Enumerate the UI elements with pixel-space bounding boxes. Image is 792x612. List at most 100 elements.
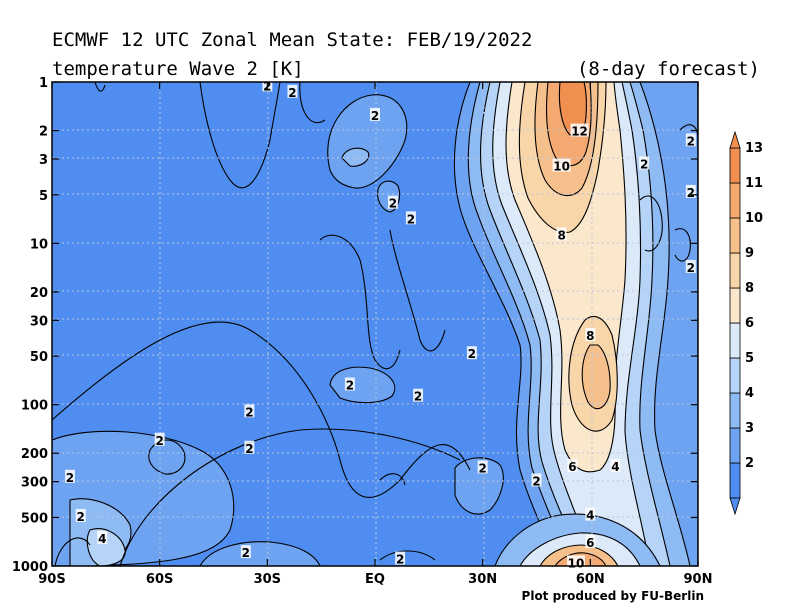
contour-label-bg [477,460,488,474]
contour-label: 2 [478,461,486,475]
sh-200-cell [148,439,186,475]
contour-label: 2 [687,186,695,200]
contour-label-bg [75,509,86,523]
colorbar-segment [729,287,741,324]
contour-label-bg [585,535,596,549]
contour-label-bg [370,107,380,121]
x-tick-label: 60S [146,572,173,587]
contour-label: 8 [586,329,594,343]
contour-label-bg [244,440,255,454]
colorbar-segment [729,392,741,429]
colorbar-tick-label: 8 [745,281,754,296]
colorbar-segment [729,427,741,464]
contour-label: 2 [242,546,250,560]
mid-trop-cell [329,366,396,404]
chart-subtitle: temperature Wave 2 [K] [52,58,304,80]
y-tick-label: 3 [39,153,48,168]
y-tick-label: 1 [39,76,48,91]
y-tick-label: 5 [39,189,48,204]
contour-label-bg [531,473,542,487]
sh-strat-inner [341,147,370,167]
contour-label-bg [97,530,108,544]
contour-label-bg [567,459,578,473]
colorbar-segment [729,182,741,219]
contour-label: 2 [77,510,85,524]
chart-title: ECMWF 12 UTC Zonal Mean State: FEB/19/20… [52,29,532,51]
contour-label: 2 [346,379,354,393]
contour-label-bg [552,158,571,172]
x-tick-label: 90S [38,572,65,587]
contour-label-bg [566,555,585,569]
y-tick-label: 20 [30,286,48,301]
y-tick-label: 100 [21,399,48,414]
contour-label-bg [570,123,589,137]
sh-strat-cell [327,94,408,189]
contour-label-bg [387,195,398,209]
contour-label: 2 [640,157,648,171]
colorbar-tick-label: 9 [745,246,754,261]
y-tick-label: 500 [21,511,48,526]
colorbar-bottom-arrow [729,497,741,516]
colorbar-tick-label: 4 [745,386,754,401]
contour-label-bg [685,133,696,147]
y-tick-label: 1000 [12,560,48,575]
contour-label: 2 [687,261,695,275]
colorbar-tick-label: 6 [745,316,754,331]
contour-label: 2 [468,347,476,361]
y-tick-label: 2 [39,125,48,140]
contour-label-bg [64,469,75,483]
x-tick-label: EQ [365,572,385,587]
contour-fill-9b [581,344,611,410]
contour-label-bg [287,84,298,98]
contour-label: 8 [557,228,565,242]
contour-label: 12 [571,125,588,139]
contour-lines [52,82,698,566]
contour-label-bg [244,404,255,418]
contour-label: 2 [155,434,163,448]
x-tick-label: 60N [576,572,605,587]
y-tick-label: 30 [30,314,48,329]
y-tick-label: 200 [21,447,48,462]
contour-label: 4 [611,460,619,474]
colorbar-tick-label: 10 [745,211,763,226]
contour-label-bg [585,328,596,342]
contour-label-bg [639,156,650,170]
contour-label: 2 [687,134,695,148]
colorbar-top-arrow [729,130,741,149]
contour-label: 10 [568,556,585,570]
contour-label: 2 [245,442,253,456]
contour-label: 2 [245,405,253,419]
contour-label-bg [685,184,696,198]
contour-label-bg [405,211,416,225]
colorbar-tick-label: 2 [745,456,754,471]
plot-area [52,82,698,566]
contour-label-bg [685,259,696,273]
y-tick-label: 50 [30,350,48,365]
forecast-label: (8-day forecast) [577,58,760,80]
contour-label: 2 [532,474,540,488]
y-tick-label: 10 [30,237,48,252]
x-tick-label: 30S [254,572,281,587]
x-tick-label: 30N [468,572,497,587]
contour-label: 2 [389,197,397,211]
colorbar-tick-label: 3 [745,421,754,436]
contour-label: 2 [66,471,74,485]
contour-label-bg [154,432,165,446]
colorbar-segment [729,147,741,184]
contour-label: 10 [553,160,570,174]
contour-label: 2 [396,553,404,567]
colorbar-tick-label: 13 [745,141,763,156]
colorbar-segment [729,252,741,289]
contour-label-bg [556,227,567,241]
contour-label: 2 [407,212,415,226]
contour-label: 2 [371,109,379,123]
contour-label-bg [240,545,251,559]
contour-label-bg [395,551,406,565]
contour-label: 4 [586,509,594,523]
contour-label-bg [413,388,424,402]
contour-label: 2 [414,390,422,404]
contour-label-bg [585,507,596,521]
contour-label: 2 [288,86,296,100]
colorbar-tick-label: 5 [745,351,754,366]
